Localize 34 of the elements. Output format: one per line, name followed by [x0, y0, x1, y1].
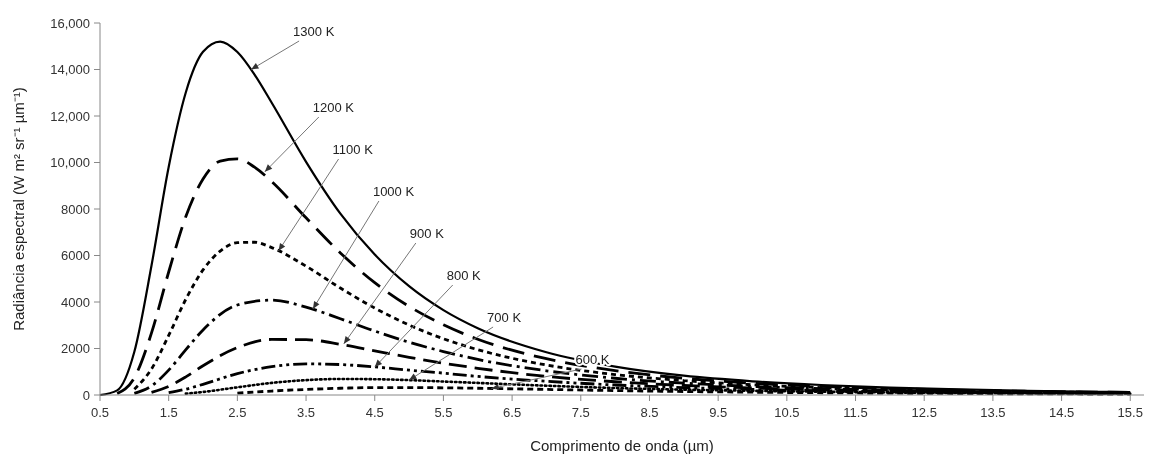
x-tick-label: 15.5	[1117, 405, 1143, 420]
x-tick-label: 13.5	[980, 405, 1006, 420]
annotation: 700 K	[487, 310, 522, 325]
y-tick-label: 10,000	[50, 155, 90, 171]
y-tick-label: 6000	[61, 248, 90, 264]
y-axis-title: Radiância espectral (W m² sr⁻¹ µm⁻¹)	[10, 87, 27, 331]
y-tick-label: 8000	[61, 201, 90, 217]
x-tick-label: 6.5	[503, 405, 522, 420]
x-tick-label: 0.5	[90, 405, 110, 420]
x-tick-label: 12.5	[911, 405, 937, 420]
x-tick-label: 4.5	[365, 405, 384, 420]
x-tick-label: 14.5	[1048, 405, 1075, 420]
y-tick-label: 2000	[61, 341, 90, 357]
annotation: 900 K	[409, 226, 445, 241]
y-tick-label: 4000	[61, 294, 90, 310]
y-tick-label: 12,000	[50, 108, 90, 124]
x-tick-label: 3.5	[297, 405, 316, 420]
annotation: 800 K	[446, 268, 482, 283]
x-tick-label: 9.5	[709, 405, 728, 420]
annotation: 1100 K	[332, 142, 374, 157]
x-axis-title: Comprimento de onda (µm)	[530, 437, 714, 454]
annotation: 1200 K	[312, 100, 355, 115]
x-tick-label: 11.5	[843, 405, 868, 420]
x-tick-label: 10.5	[774, 405, 800, 420]
x-tick-label: 8.5	[640, 405, 659, 420]
annotation: 1300 K	[293, 24, 335, 39]
x-tick-label: 1.5	[159, 405, 178, 420]
y-tick-label: 16,000	[50, 15, 90, 31]
x-tick-label: 5.5	[434, 405, 453, 420]
x-tick-label: 7.5	[571, 405, 590, 420]
y-tick-label: 0	[82, 387, 90, 403]
y-tick-label: 14,000	[50, 62, 90, 78]
annotation: 1000 K	[372, 184, 415, 199]
x-tick-label: 2.5	[228, 405, 247, 420]
